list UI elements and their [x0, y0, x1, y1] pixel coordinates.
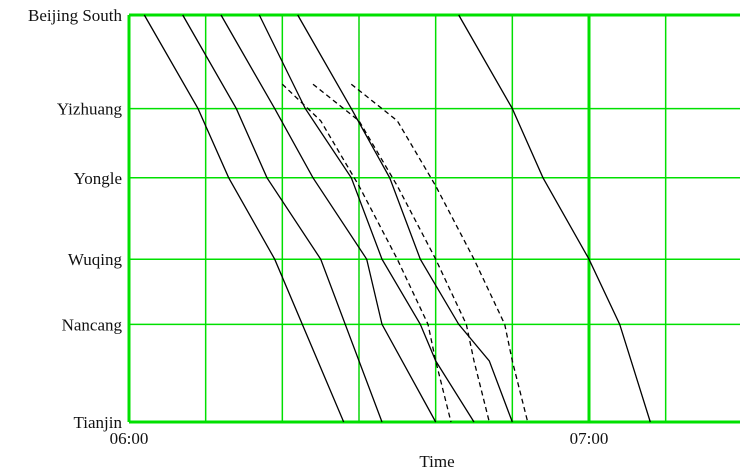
train-path-5 [297, 14, 513, 423]
time-tick-label: 06:00 [110, 429, 149, 448]
station-label: Beijing South [28, 6, 122, 25]
station-label: Tianjin [73, 413, 122, 432]
train-path-2 [182, 14, 383, 423]
dashed-train-path-7 [312, 83, 490, 423]
station-label: Yizhuang [57, 100, 123, 119]
station-labels: Beijing South Yizhuang Yongle Wuqing Nancang… [28, 6, 122, 432]
station-label: Wuqing [68, 250, 123, 269]
station-label: Yongle [74, 169, 122, 188]
grid [127, 13, 740, 424]
series-lines [143, 14, 651, 423]
train-path-4 [258, 14, 475, 423]
dashed-train-path-6 [281, 83, 452, 423]
x-axis-title: Time [419, 452, 454, 471]
time-tick-label: 07:00 [570, 429, 609, 448]
station-label: Nancang [62, 315, 123, 334]
train-path-3 [220, 14, 437, 423]
train-path-9 [458, 14, 651, 423]
time-tick-labels: 06:00 07:00 [110, 429, 609, 448]
dashed-train-path-8 [350, 83, 529, 423]
train-path-1 [143, 14, 345, 423]
